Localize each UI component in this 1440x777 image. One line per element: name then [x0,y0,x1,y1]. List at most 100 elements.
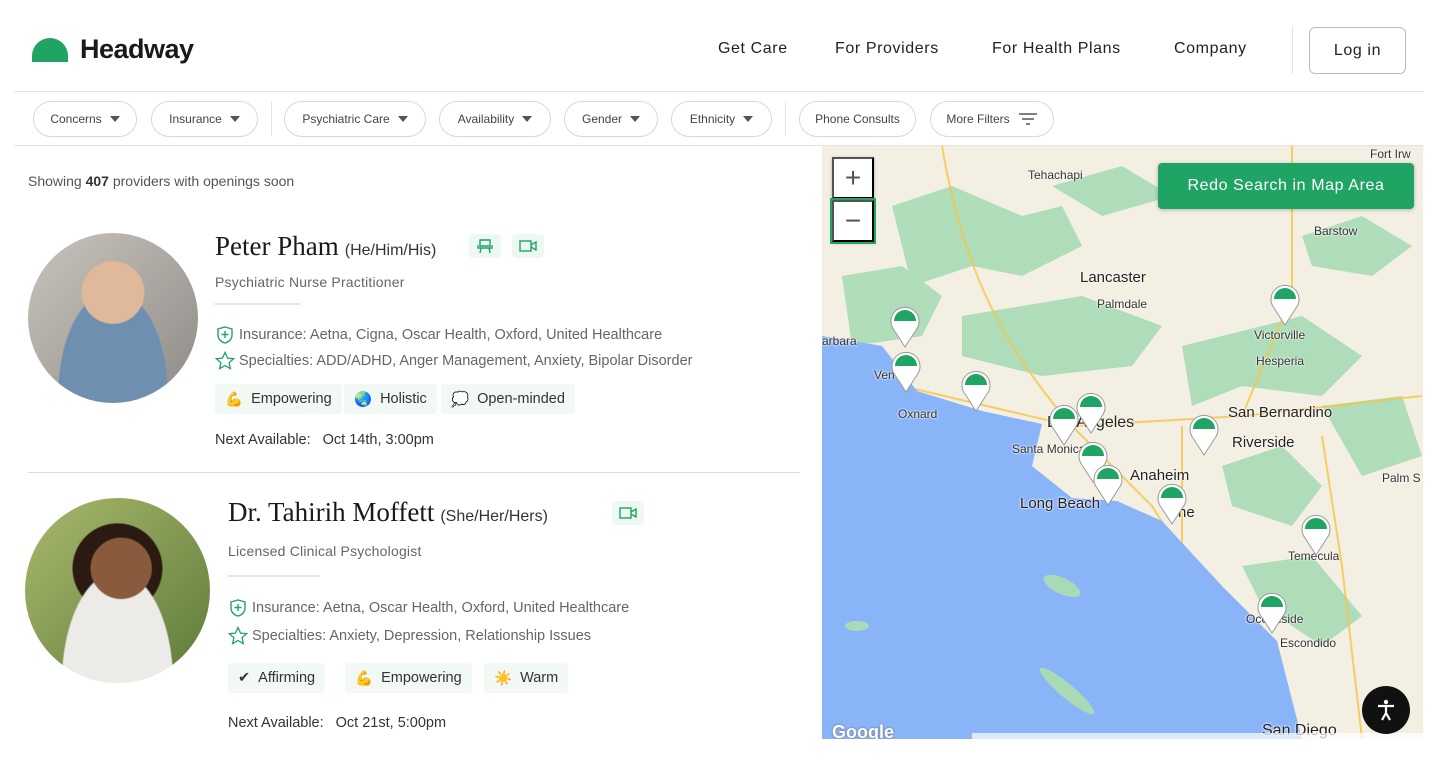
login-button[interactable]: Log in [1309,27,1406,74]
map-pin-icon[interactable] [890,349,922,393]
filter-label: Insurance [169,112,222,126]
nav-for-health-plans[interactable]: For Health Plans [992,40,1121,57]
thought-bubble-icon: 💭 [451,391,470,408]
provider-insurance: Insurance: Aetna, Cigna, Oscar Health, O… [215,325,662,345]
map-label: Palm S [1382,471,1421,485]
globe-icon: 🌏 [354,391,373,408]
nav-divider [1292,26,1293,74]
map-pin-icon[interactable] [1188,412,1220,456]
map-pin-icon[interactable] [1156,481,1188,525]
filter-label: Concerns [50,112,102,126]
map-label: Ven [874,368,895,382]
map-label: Temecula [1288,549,1340,563]
next-available: Next Available: Oct 21st, 5:00pm [228,715,447,731]
map-label: Santa Monica [1012,442,1086,456]
caret-down-icon [229,116,240,122]
zoom-out-button[interactable]: − [830,198,876,244]
map-attribution[interactable] [972,733,1423,739]
flexed-biceps-icon: 💪 [225,391,244,408]
google-logo: Google [832,722,894,739]
map-label: Long Beach [1020,495,1101,512]
provider-tag: ☀️ Warm [484,663,569,693]
headway-logo[interactable]: Headway [32,34,194,65]
filter-label: Phone Consults [815,112,900,126]
filter-availability[interactable]: Availability [439,101,551,137]
caret-down-icon [630,116,641,122]
map-label: Barstow [1314,224,1358,238]
map-label: Lancaster [1080,269,1146,286]
accessibility-icon [1378,699,1394,721]
map-label: Palmdale [1097,297,1148,311]
next-available: Next Available: Oct 14th, 3:00pm [215,432,434,448]
provider-pronouns: (She/Her/Hers) [440,508,548,525]
filter-gender[interactable]: Gender [564,101,658,137]
map-pin-icon[interactable] [1256,590,1288,634]
provider-specialties: Specialties: ADD/ADHD, Anger Management,… [215,351,692,371]
provider-role: Licensed Clinical Psychologist [228,543,422,559]
filter-label: Psychiatric Care [302,112,390,126]
filter-more-filters[interactable]: More Filters [930,101,1054,137]
filter-psychiatric-care[interactable]: Psychiatric Care [284,101,426,137]
map-label: Anaheim [1130,467,1190,484]
provider-name[interactable]: Dr. Tahirih Moffett (She/Her/Hers) [228,497,548,527]
nav-company[interactable]: Company [1174,40,1247,57]
results-count: Showing 407 providers with openings soon [28,173,295,189]
map-label: arbara [822,334,857,348]
caret-down-icon [743,116,754,122]
provider-avatar[interactable] [28,233,198,403]
filter-label: Ethnicity [689,112,736,126]
map-pin-icon[interactable] [1048,402,1080,446]
filter-concerns[interactable]: Concerns [33,101,137,137]
in-person-chair-icon [469,234,501,258]
filter-insurance[interactable]: Insurance [151,101,258,137]
checkmark-icon: ✔ [238,670,251,686]
divider [215,303,300,305]
map-pin-icon[interactable] [889,304,921,348]
map-pin-icon[interactable] [1077,439,1109,483]
map-label: Oxnard [898,407,938,421]
header: Headway Get Care For Providers For Healt… [14,0,1424,92]
provider-insurance: Insurance: Aetna, Oscar Health, Oxford, … [228,598,629,618]
provider-list[interactable]: Showing 407 providers with openings soon… [0,147,822,739]
filter-phone-consults[interactable]: Phone Consults [799,101,916,137]
map-pin-icon[interactable] [1075,390,1107,434]
caret-down-icon [109,116,120,122]
map-label: Riverside [1232,434,1295,451]
zoom-in-button[interactable]: + [832,157,874,199]
filter-label: Availability [457,112,515,126]
map-label: Victorville [1254,328,1306,342]
video-icon [512,234,544,258]
logo-mark-icon [32,37,68,62]
map-pin-icon[interactable] [960,368,992,412]
map-pin-icon[interactable] [1092,462,1124,506]
video-icon [612,501,644,525]
map-label: San Bernardino [1228,404,1333,421]
nav-for-providers[interactable]: For Providers [835,40,939,57]
provider-avatar[interactable] [25,498,210,683]
map-pin-icon[interactable] [1269,282,1301,326]
provider-pronouns: (He/Him/His) [344,242,437,259]
provider-divider [28,472,800,473]
map-label: Fort Irw [1370,147,1411,161]
accessibility-button[interactable] [1362,686,1410,734]
provider-tag: ✔ Affirming [228,663,326,693]
filter-ethnicity[interactable]: Ethnicity [671,101,772,137]
map-label: Hesperia [1256,354,1305,368]
caret-down-icon [397,116,408,122]
brand-name: Headway [80,34,194,64]
filter-divider [271,102,272,136]
map-label: Tehachapi [1028,168,1083,182]
map[interactable]: Tehachapi Barstow Fort Irw Lancaster Pal… [822,146,1423,739]
redo-search-button[interactable]: Redo Search in Map Area [1158,163,1414,209]
filter-label: Gender [581,112,623,126]
provider-tag: 💭 Open-minded [441,384,575,414]
filter-label: More Filters [946,112,1010,126]
shield-plus-icon [230,599,246,617]
provider-name[interactable]: Peter Pham (He/Him/His) [215,231,437,261]
map-base [822,146,1423,739]
filter-lines-icon [1018,113,1037,125]
map-pin-icon[interactable] [1300,512,1332,556]
nav-get-care[interactable]: Get Care [718,40,788,57]
sun-icon: ☀️ [494,670,513,687]
caret-down-icon [522,116,533,122]
